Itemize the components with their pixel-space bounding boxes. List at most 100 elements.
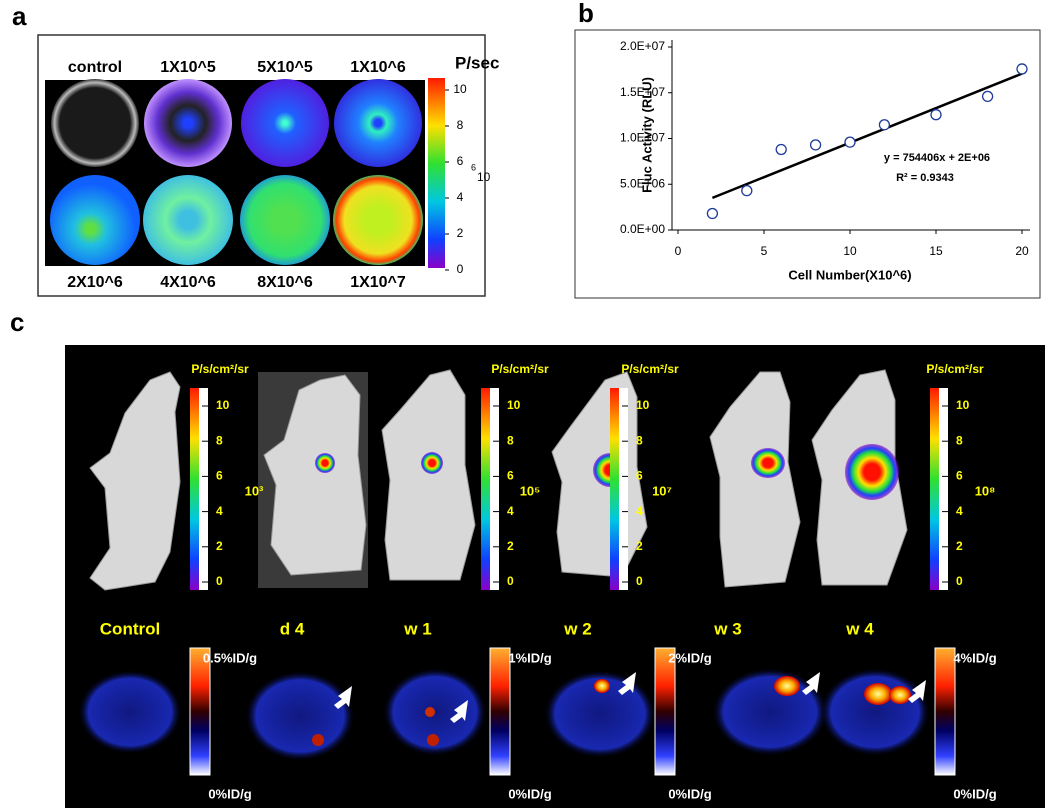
- data-point: [775, 143, 787, 156]
- colorbar-tick-label: 8: [636, 433, 643, 447]
- pet-scale-max: 4%ID/g: [953, 650, 996, 665]
- colorbar-tick-label: 10: [636, 398, 650, 412]
- colorbar-scale: [619, 388, 628, 590]
- x-axis-label: Cell Number(X10^6): [788, 267, 911, 282]
- y-tick-label: 0.0E+00: [620, 222, 665, 236]
- colorbar-tick-label: 10: [453, 82, 467, 96]
- data-point: [981, 90, 994, 103]
- colorbar-tick-label: 4: [507, 504, 514, 518]
- x-tick-label: 5: [761, 244, 768, 258]
- colorbar-unit: P/s/cm²/sr: [191, 362, 249, 376]
- timepoint-label: w 3: [713, 619, 741, 638]
- panel-label: a: [12, 1, 27, 31]
- data-point: [706, 207, 719, 220]
- well-label: control: [68, 59, 122, 76]
- pet-scale-min: 0%ID/g: [668, 786, 711, 801]
- timepoint-label: w 4: [845, 619, 874, 638]
- colorbar-tick-label: 2: [956, 539, 963, 553]
- colorbar-tick-label: 6: [636, 469, 643, 483]
- pet-scale-min: 0%ID/g: [953, 786, 996, 801]
- colorbar-tick-label: 0: [507, 574, 514, 588]
- timepoint-label: Control: [100, 619, 160, 638]
- x-tick-label: 20: [1015, 244, 1029, 258]
- arrows: [334, 672, 926, 723]
- colorbar-unit: P/sec: [455, 53, 499, 72]
- colorbar-exponent: 6: [471, 162, 476, 172]
- y-tick-label: 1.0E+07: [620, 131, 665, 145]
- pet-colorbars: [189, 647, 956, 776]
- r-squared: R² = 0.9343: [896, 172, 954, 184]
- colorbar-scale: [490, 388, 499, 590]
- colorbar-scale: [939, 388, 948, 590]
- colorbar-tick-label: 4: [636, 504, 643, 518]
- colorbar-tick-label: 4: [956, 504, 963, 518]
- colorbar-tick-label: 2: [457, 226, 464, 240]
- pet-images: [78, 668, 930, 761]
- well-label: 1X10^5: [160, 59, 216, 76]
- trendline-equation: y = 754406x + 2E+06: [884, 152, 990, 164]
- y-axis-label: Fluc Activity (RLU): [639, 77, 654, 193]
- colorbar-tick-label: 6: [457, 154, 464, 168]
- x-tick-label: 0: [675, 244, 682, 258]
- well-label: 2X10^6: [67, 274, 123, 291]
- wells: [50, 79, 423, 265]
- timepoint-label: w 1: [403, 619, 431, 638]
- y-tick-label: 5.0E+06: [620, 176, 665, 190]
- well-label: 8X10^6: [257, 274, 313, 291]
- data-point: [844, 136, 856, 148]
- panel-b-frame: [574, 29, 1041, 299]
- colorbar-tick-label: 6: [507, 469, 514, 483]
- colorbar-scale-label: 10⁸: [975, 483, 996, 498]
- colorbar-base: 10: [477, 170, 491, 184]
- colorbar-tick-label: 0: [636, 574, 643, 588]
- colorbar-tick-label: 2: [216, 539, 223, 553]
- data-point: [809, 139, 822, 151]
- data-point: [741, 185, 753, 197]
- panel-label: c: [10, 307, 24, 337]
- colorbar-tick-label: 10: [956, 398, 970, 412]
- well-label: 5X10^5: [257, 59, 313, 76]
- colorbar-tick-label: 8: [507, 433, 514, 447]
- well-label: 1X10^7: [350, 274, 406, 291]
- colorbar-unit: P/s/cm²/sr: [621, 362, 679, 376]
- colorbar-tick-label: 0: [216, 574, 223, 588]
- colorbar-tick-label: 6: [956, 469, 963, 483]
- well-label: 4X10^6: [160, 274, 216, 291]
- colorbar-tick-label: 8: [956, 433, 963, 447]
- data-point: [1016, 63, 1028, 75]
- well-label: 1X10^6: [350, 59, 406, 76]
- colorbar-unit: P/s/cm²/sr: [491, 362, 549, 376]
- colorbar-tick-label: 4: [216, 504, 223, 518]
- colorbar-scale-label: 10⁷: [652, 483, 672, 498]
- pet-scale-max: 0.5%ID/g: [203, 650, 257, 665]
- pet-scale-min: 0%ID/g: [208, 786, 251, 801]
- x-tick-label: 15: [929, 244, 943, 258]
- luminescence-signals: [315, 444, 899, 500]
- trendline: [711, 72, 1023, 200]
- colorbar-tick-label: 2: [507, 539, 514, 553]
- x-tick-label: 10: [843, 244, 857, 258]
- timepoint-label: d 4: [280, 619, 305, 638]
- colorbar-tick-label: 8: [457, 118, 464, 132]
- data-point: [930, 109, 942, 121]
- colorbar-tick-label: 8: [216, 433, 223, 447]
- data-point: [878, 119, 891, 131]
- panel-label: b: [578, 0, 594, 28]
- colorbar-scale-label: 10⁵: [520, 483, 541, 498]
- colorbar-scale-label: 10³: [245, 483, 264, 498]
- colorbar-unit: P/s/cm²/sr: [926, 362, 984, 376]
- colorbar-tick-label: 0: [457, 262, 464, 276]
- colorbar-tick-label: 6: [216, 469, 223, 483]
- pet-scale-min: 0%ID/g: [508, 786, 551, 801]
- colorbar-tick-label: 2: [636, 539, 643, 553]
- timepoint-label: w 2: [563, 619, 591, 638]
- colorbar: [428, 78, 445, 268]
- y-tick-label: 1.5E+07: [620, 85, 665, 99]
- colorbar-tick-label: 10: [216, 398, 230, 412]
- y-tick-label: 2.0E+07: [620, 39, 665, 53]
- colorbar-scale: [199, 388, 208, 590]
- colorbar-tick-label: 4: [457, 190, 464, 204]
- pet-scale-max: 1%ID/g: [508, 650, 551, 665]
- colorbar-tick-label: 10: [507, 398, 521, 412]
